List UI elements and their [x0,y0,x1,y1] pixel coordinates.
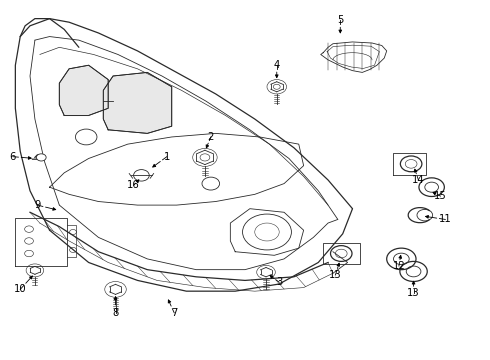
Text: 5: 5 [337,15,343,26]
Text: 15: 15 [434,191,447,201]
Text: 8: 8 [112,308,119,318]
Text: 9: 9 [34,200,41,210]
Text: 4: 4 [273,60,280,70]
Text: 3: 3 [276,277,282,287]
Circle shape [36,154,46,161]
Text: 16: 16 [127,180,140,190]
Text: 11: 11 [439,215,452,224]
Text: 2: 2 [208,132,214,142]
Text: 14: 14 [412,175,425,185]
Text: 6: 6 [10,152,16,162]
Text: 13: 13 [329,270,342,280]
Text: 7: 7 [171,308,177,318]
Polygon shape [103,72,172,134]
Text: 1: 1 [164,152,170,162]
Text: 10: 10 [14,284,26,294]
Text: 12: 12 [392,261,405,271]
Text: 13: 13 [407,288,420,298]
Polygon shape [59,65,108,116]
